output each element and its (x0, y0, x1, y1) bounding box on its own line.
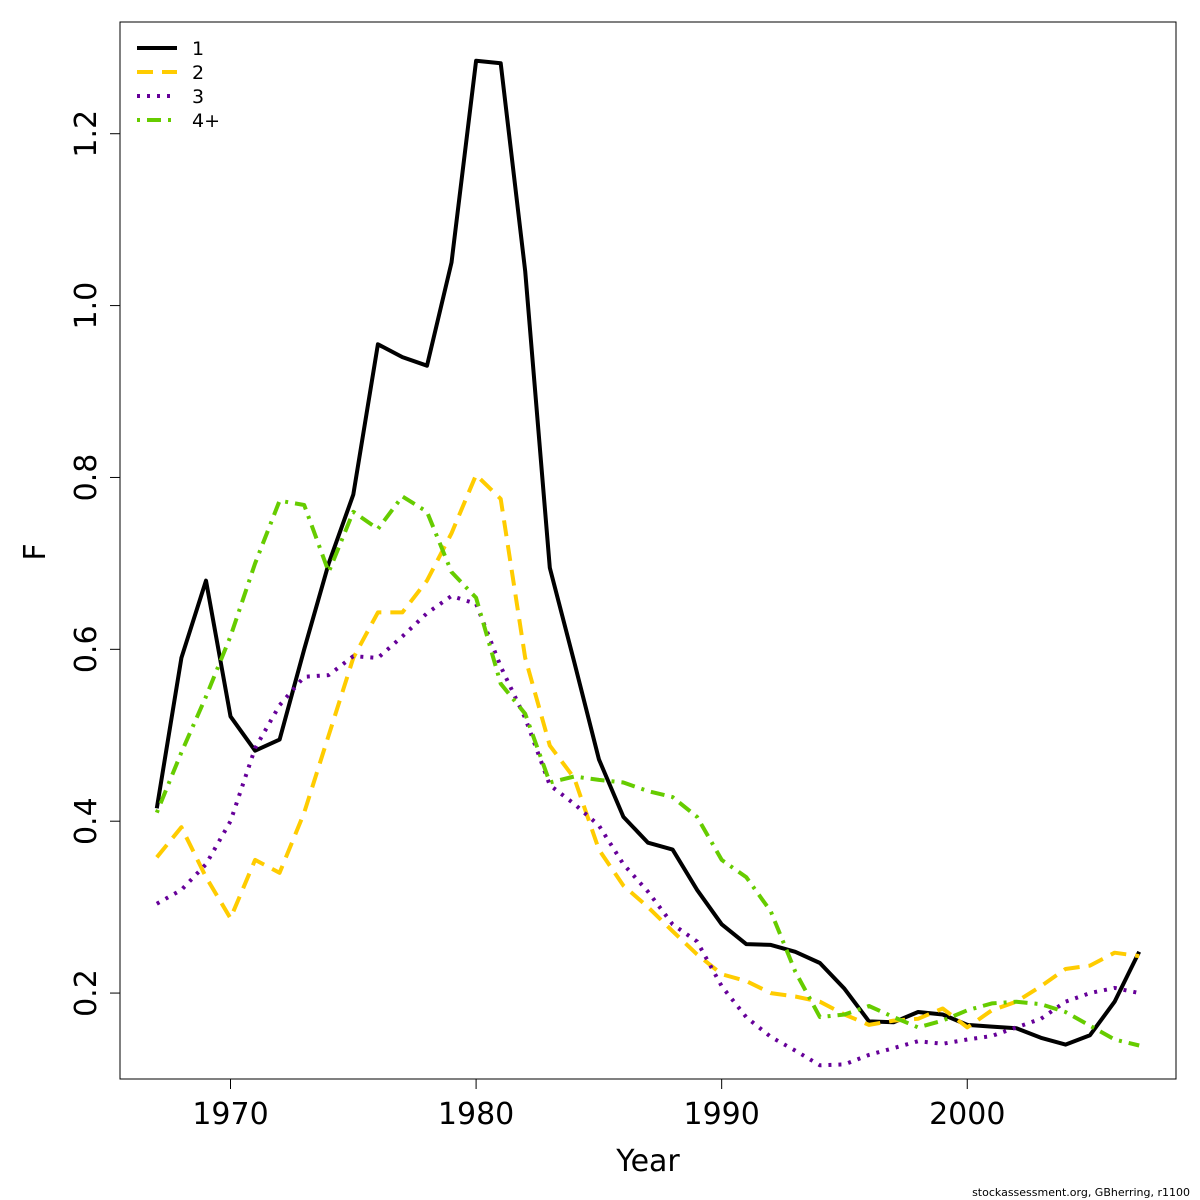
x-tick-label: 2000 (929, 1097, 1005, 1132)
y-tick-label: 1.0 (69, 282, 104, 330)
y-tick-label: 0.4 (69, 797, 104, 845)
series-layer (154, 58, 1141, 1068)
series-line-4 (154, 494, 1140, 1048)
x-tick-label: 1980 (438, 1097, 514, 1132)
y-tick-label: 0.6 (69, 625, 104, 673)
legend-label-1: 1 (192, 38, 204, 60)
credit-text: stockassessment.org, GBherring, r1100 (972, 1186, 1190, 1199)
y-tick-label: 0.8 (69, 454, 104, 502)
y-axis: 0.2 0.4 0.6 0.8 1.0 1.2 (69, 110, 120, 1017)
x-axis: 1970 1980 1990 2000 (192, 1079, 1005, 1132)
x-tick-label: 1970 (192, 1097, 268, 1132)
legend-label-3: 3 (192, 86, 204, 108)
y-axis-title: F (18, 543, 53, 560)
legend-label-4: 4+ (192, 110, 220, 132)
x-tick-label: 1990 (683, 1097, 759, 1132)
series-line-3 (155, 594, 1140, 1068)
plot-frame (119, 21, 1177, 1080)
x-axis-title: Year (615, 1144, 680, 1179)
series-line-2 (155, 472, 1140, 1030)
series-line-1 (154, 58, 1141, 1047)
legend-label-2: 2 (192, 62, 204, 84)
y-tick-label: 0.2 (69, 969, 104, 1017)
y-tick-label: 1.2 (69, 110, 104, 158)
